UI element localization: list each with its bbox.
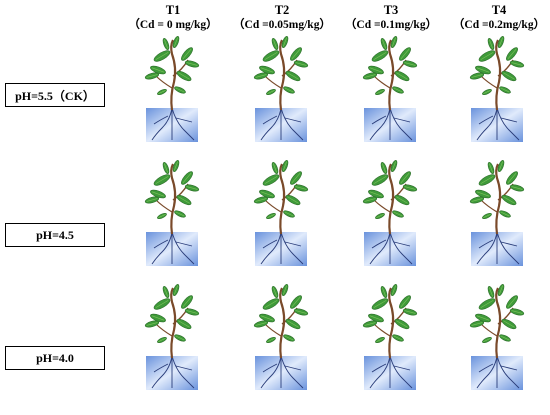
seedling-with-roots-icon <box>457 284 539 394</box>
column-title: T1 <box>165 3 181 17</box>
column-subtitle: （Cd = 0 mg/kg） <box>128 19 218 31</box>
column-header-t2: T2 （Cd =0.05mg/kg） <box>222 3 342 33</box>
seedling-with-roots-icon <box>350 160 432 270</box>
seedling-with-roots-icon <box>457 36 539 146</box>
row-label-ph-5-5: pH=5.5（CK） <box>5 83 105 107</box>
seedling-with-roots-icon <box>350 284 432 394</box>
column-subtitle: （Cd =0.1mg/kg） <box>344 19 438 31</box>
column-header-t3: T3 （Cd =0.1mg/kg） <box>331 3 451 33</box>
seedling-with-roots-icon <box>241 284 323 394</box>
row-label-ph-4-0: pH=4.0 <box>5 346 105 370</box>
seedling-with-roots-icon <box>457 160 539 270</box>
row-label-ph-4-5: pH=4.5 <box>5 223 105 247</box>
column-header-t4: T4 （Cd =0.2mg/kg） <box>439 3 550 33</box>
column-subtitle: （Cd =0.2mg/kg） <box>452 19 546 31</box>
seedling-with-roots-icon <box>132 36 214 146</box>
column-title: T3 <box>383 3 399 17</box>
seedling-with-roots-icon <box>241 36 323 146</box>
column-title: T4 <box>491 3 507 17</box>
column-subtitle: （Cd =0.05mg/kg） <box>233 19 331 31</box>
seedling-with-roots-icon <box>132 284 214 394</box>
seedling-with-roots-icon <box>350 36 432 146</box>
column-header-t1: T1 （Cd = 0 mg/kg） <box>113 3 233 33</box>
seedling-with-roots-icon <box>132 160 214 270</box>
column-title: T2 <box>274 3 290 17</box>
seedling-with-roots-icon <box>241 160 323 270</box>
